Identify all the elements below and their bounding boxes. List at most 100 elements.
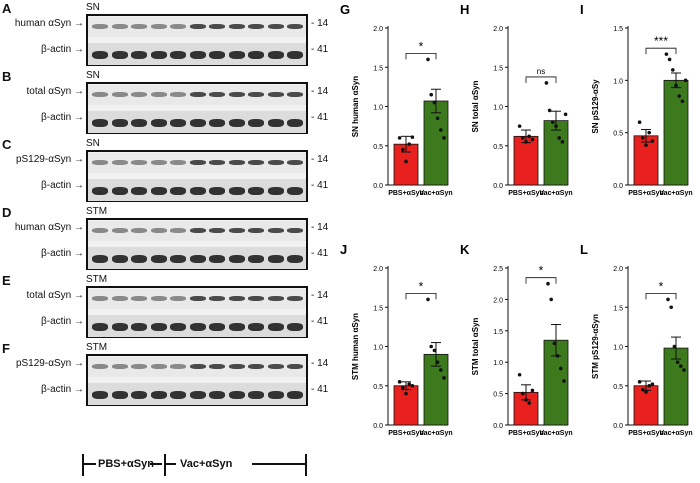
blot-target-label: total αSyn → bbox=[26, 290, 84, 301]
blot-band bbox=[189, 160, 206, 165]
blot-loading-label: β-actin → bbox=[41, 112, 84, 123]
blot-band bbox=[189, 296, 206, 301]
data-point bbox=[641, 387, 645, 392]
y-axis-label: SN total αSyn bbox=[471, 80, 480, 132]
blot-band bbox=[111, 92, 128, 97]
chart-k: K STM total αSyn 0.0 0.5 1.0 1.5 2.0 2.5 PBS+αSy… bbox=[460, 242, 573, 437]
blot-band bbox=[150, 92, 167, 97]
blot-band bbox=[131, 255, 147, 263]
y-tick-label: 0.5 bbox=[373, 144, 383, 151]
data-point bbox=[429, 344, 433, 349]
y-tick-label: 1.0 bbox=[613, 345, 623, 352]
mw-marker-14: - 14 bbox=[311, 222, 329, 233]
bar-vac bbox=[543, 120, 569, 186]
blot-loading-label: β-actin → bbox=[41, 316, 84, 327]
significance-bracket bbox=[645, 47, 677, 55]
blot-band bbox=[111, 119, 128, 127]
data-point bbox=[524, 398, 528, 402]
data-point bbox=[407, 382, 411, 386]
blot-band bbox=[150, 160, 167, 165]
x-tick-label: Vac+αSyn bbox=[419, 430, 452, 437]
data-point bbox=[641, 136, 645, 140]
blot-band bbox=[267, 255, 284, 263]
blot-band bbox=[228, 228, 245, 233]
blot-band bbox=[131, 92, 147, 97]
group-bracket-lines bbox=[82, 454, 307, 476]
blot-band bbox=[287, 391, 303, 399]
blot-band bbox=[170, 187, 186, 195]
y-tick-label: 0.0 bbox=[373, 423, 383, 430]
data-point bbox=[667, 57, 672, 62]
blot-band bbox=[267, 296, 284, 301]
blot-band bbox=[267, 364, 284, 369]
data-point bbox=[404, 159, 408, 164]
x-tick-label: Vac+αSyn bbox=[659, 190, 692, 197]
panel-letter-e: E bbox=[2, 273, 11, 288]
blot-band bbox=[248, 323, 264, 331]
blot-band bbox=[92, 24, 108, 29]
blot-band bbox=[248, 92, 264, 97]
blot-strip-target bbox=[88, 221, 306, 241]
data-point bbox=[637, 380, 642, 384]
y-tick-label: 0.5 bbox=[373, 384, 383, 391]
y-axis-label: SN human αSyn bbox=[351, 76, 360, 137]
data-point bbox=[521, 136, 525, 140]
y-tick-label: 2.0 bbox=[373, 26, 383, 33]
data-point bbox=[524, 140, 528, 144]
y-tick-label: 1.5 bbox=[493, 65, 503, 72]
panel-letter-k: K bbox=[460, 242, 470, 257]
blot-band bbox=[267, 187, 284, 195]
blot-band bbox=[209, 323, 225, 331]
blot-band bbox=[111, 51, 128, 59]
blot-strip-loading bbox=[88, 179, 306, 201]
y-tick-label: 2.0 bbox=[493, 297, 503, 304]
blot-band bbox=[209, 160, 225, 165]
significance-label: * bbox=[419, 279, 424, 293]
blot-band bbox=[228, 24, 245, 29]
blot-band bbox=[228, 92, 245, 97]
blot-region-label: STM bbox=[86, 206, 108, 217]
blot-target-label: pS129-αSyn → bbox=[15, 154, 84, 165]
panel-letter-b: B bbox=[2, 69, 12, 84]
data-point bbox=[666, 297, 670, 302]
blot-band bbox=[209, 391, 225, 399]
bar-vac bbox=[663, 79, 689, 186]
data-point bbox=[439, 368, 443, 372]
blot-band bbox=[267, 24, 284, 29]
blot-band bbox=[111, 228, 128, 233]
chart-j: J STM human αSyn 0.0 0.5 1.0 1.5 2.0 PBS+αSynVa… bbox=[340, 242, 453, 437]
blot-band bbox=[92, 119, 108, 127]
chart-i: I SN pS129-αSy 0.0 0.5 1.0 1.5 PBS+αSynVac+αSy… bbox=[580, 2, 693, 197]
blot-band bbox=[111, 391, 128, 399]
blot-band bbox=[92, 51, 108, 59]
data-point bbox=[442, 376, 446, 380]
data-point bbox=[650, 139, 655, 143]
y-tick-label: 2.5 bbox=[493, 266, 503, 273]
blot-band bbox=[287, 160, 303, 165]
significance-label: * bbox=[419, 39, 424, 53]
blot-strip-loading bbox=[88, 43, 306, 65]
blot-box-b bbox=[86, 82, 308, 134]
blot-band bbox=[150, 391, 167, 399]
blot-region-label: SN bbox=[86, 70, 100, 81]
blot-loading-label: β-actin → bbox=[41, 180, 84, 191]
y-tick-label: 0.5 bbox=[613, 131, 623, 138]
data-point bbox=[442, 136, 446, 140]
data-point bbox=[671, 68, 675, 72]
panel-letter-g: G bbox=[340, 2, 350, 17]
blot-band bbox=[131, 119, 147, 127]
y-tick-label: 1.0 bbox=[493, 105, 503, 112]
data-point bbox=[682, 368, 686, 372]
y-tick-label: 0.0 bbox=[493, 183, 503, 190]
data-point bbox=[650, 382, 655, 386]
blot-band bbox=[170, 255, 186, 263]
y-tick-label: 1.0 bbox=[373, 105, 383, 112]
data-point bbox=[644, 390, 648, 394]
group-label-vac: Vac+αSyn bbox=[180, 458, 233, 470]
x-tick-label: PBS+αSyn bbox=[388, 430, 424, 437]
mw-marker-14: - 14 bbox=[311, 86, 329, 97]
blot-strip-target bbox=[88, 289, 306, 309]
y-tick-label: 1.0 bbox=[613, 78, 623, 85]
blot-band bbox=[267, 391, 284, 399]
chart-h: H SN total αSyn 0.0 0.5 1.0 1.5 2.0 PBS+αSynVac… bbox=[460, 2, 573, 197]
